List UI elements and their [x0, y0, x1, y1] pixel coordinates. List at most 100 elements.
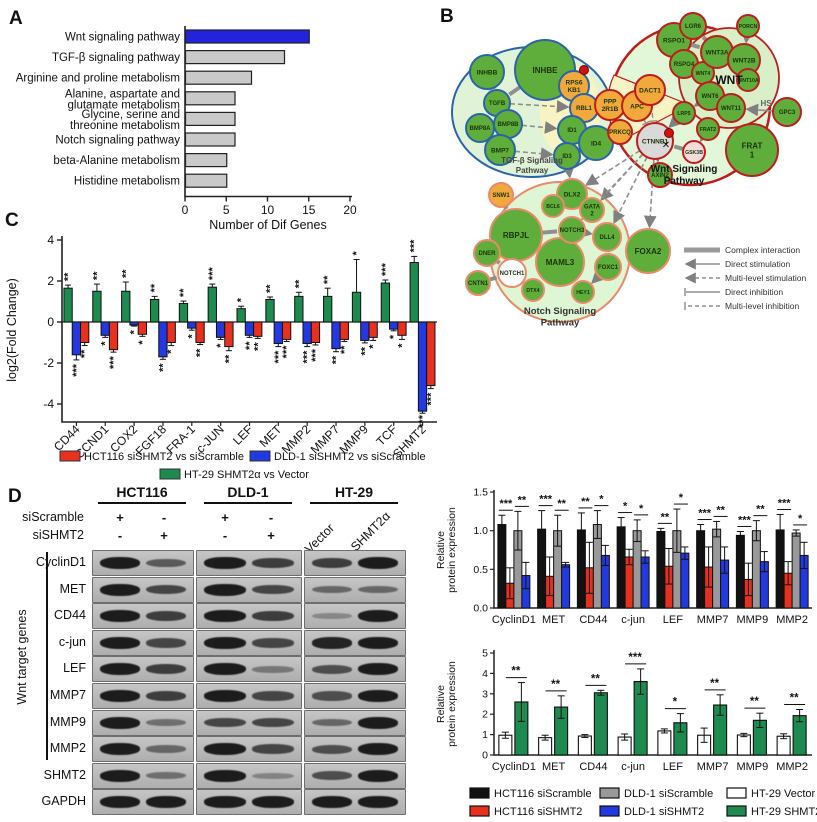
blot-panel: [92, 629, 194, 656]
sig-label: **: [756, 504, 765, 516]
category-label: glutamate metabolism: [68, 99, 181, 111]
condition-sign: -: [268, 510, 274, 525]
x-tick-label: MET: [542, 614, 566, 626]
bar: [253, 321, 263, 337]
network-node-DLX2: [556, 178, 588, 210]
sig-label: **: [244, 341, 256, 350]
y-tick-label: 1: [482, 729, 488, 741]
protein-band: [146, 611, 186, 622]
protein-band: [358, 636, 398, 649]
node-label: DLX2: [564, 191, 581, 198]
panel-c-letter: C: [5, 210, 19, 231]
node-label: 2: [590, 212, 594, 218]
protein-band: [312, 613, 352, 620]
sig-label: **: [557, 498, 566, 510]
blot-row-label: MMP2: [49, 741, 86, 756]
bar: [184, 49, 286, 65]
node-label: INHBE: [533, 66, 559, 75]
protein-band: [312, 744, 352, 754]
blot-row-label: MET: [59, 581, 86, 596]
bar: [121, 290, 131, 323]
node-label: WNT11: [721, 106, 742, 112]
network-edge-complex: [508, 85, 522, 97]
protein-band: [204, 717, 246, 728]
y-tick-label: 4: [482, 668, 488, 680]
protein-band: [358, 585, 398, 594]
network-node-SNW1: [488, 182, 514, 208]
protein-band: [100, 583, 140, 596]
sig-label: ***: [778, 497, 792, 509]
region-label: Wnt Signaling: [651, 164, 718, 175]
protein-band: [312, 557, 352, 569]
x-tick-label: LEF: [230, 422, 255, 447]
network-node-ID3: [553, 142, 581, 170]
header-underline: [310, 502, 398, 504]
node-label: NOTCH1: [500, 271, 525, 277]
network-node-PORCN: [736, 14, 760, 38]
protein-band: [252, 717, 294, 728]
x-tick-label: 20: [343, 203, 357, 217]
condition-sign: +: [116, 510, 124, 525]
sig-label: **: [790, 693, 799, 705]
bar: [294, 295, 304, 323]
protein-band: [146, 772, 186, 780]
category-label: Wnt signaling pathway: [65, 32, 180, 44]
y-tick-label: 3: [482, 688, 488, 700]
bar: [187, 321, 197, 329]
header-underline: [98, 502, 186, 504]
network-node-DLL4: [592, 222, 622, 252]
x-tick-label: c-jun: [621, 614, 645, 626]
bar: [310, 321, 321, 343]
y-tick-label: -2: [43, 356, 54, 370]
bar: [224, 321, 234, 348]
blot-panel: [196, 683, 302, 709]
network-node-FRAT2: [696, 117, 720, 141]
bar: [195, 321, 205, 343]
y-tick-label: 5: [482, 648, 488, 660]
blot-panel: [92, 736, 194, 763]
legend-label: HT-29 Vector: [751, 788, 816, 800]
legend-label: DLD-1 siSHMT2 vs siScramble: [274, 451, 426, 463]
y-tick-label: 2: [47, 274, 54, 288]
blot-panel: [304, 629, 406, 656]
category-label: Alanine, aspartate and: [65, 88, 180, 100]
bar: [791, 532, 801, 609]
network-edge-complex: [689, 42, 701, 50]
bar: [108, 321, 119, 351]
blot-col-header: HCT116: [116, 484, 168, 500]
legend-swatch: [469, 805, 490, 817]
protein-band: [204, 583, 246, 596]
bar: [178, 303, 189, 323]
network-node-BMP7: [484, 134, 516, 166]
panel-a-letter: A: [9, 8, 23, 29]
node-label: APC: [630, 103, 644, 110]
y-tick-label: 1.5: [473, 487, 488, 499]
node-label: BMP8A: [469, 126, 491, 132]
condition-label: siSHMT2: [32, 528, 84, 542]
condition-sign: -: [161, 510, 167, 525]
network-legend-label: Direct stimulation: [725, 259, 790, 269]
node-label: BCL6: [546, 204, 560, 210]
sig-label: **: [120, 269, 132, 278]
category-label: Arginine and proline metabolism: [16, 73, 180, 85]
protein-band: [252, 796, 294, 809]
panel-d-knockdown-protein-chart: Relativeprotein expression 0.0 0.5 1.0 1.5 Cy…: [435, 487, 812, 626]
blot-col-header: DLD-1: [227, 484, 269, 500]
bar: [339, 321, 349, 340]
phospho-dot-icon: [664, 128, 674, 138]
network-node-GSK3B: [682, 140, 706, 164]
bar: [80, 321, 90, 343]
node-label: HEY1: [576, 290, 590, 296]
category-label: threonine metabolism: [70, 120, 180, 132]
blot-row-label: SHMT2: [43, 767, 86, 782]
protein-band: [358, 663, 398, 676]
bar: [302, 321, 312, 345]
category-label: TGF-β signaling pathway: [52, 52, 180, 64]
node-label: WNT2B: [732, 57, 755, 64]
category-label: beta-Alanine metabolism: [53, 155, 180, 167]
node-label: CNTN1: [468, 281, 489, 287]
phospho-dot-icon: [579, 65, 589, 75]
sig-label: ***: [628, 652, 642, 664]
x-tick-label: MET: [542, 761, 566, 773]
bar: [137, 321, 148, 335]
